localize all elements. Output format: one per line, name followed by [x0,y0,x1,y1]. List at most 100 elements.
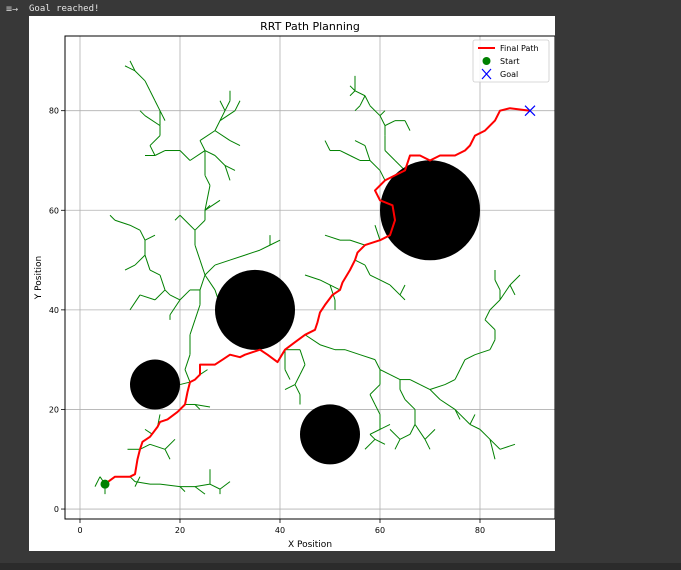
tree-edge [439,399,456,410]
tree-edge [404,120,411,131]
tree-edge [144,234,156,241]
tree-edge [224,165,231,181]
tree-edge [444,379,456,386]
tree-edge [189,319,196,335]
tree-edge [194,404,201,410]
tree-edge [169,294,181,301]
bottom-bar [0,563,681,570]
x-axis-label: X Position [288,540,332,550]
x-tick-label: 60 [375,526,385,535]
tree-edge [199,369,208,376]
tree-edge [204,185,211,211]
tree-edge [204,150,216,156]
tree-edge [149,145,156,156]
tree-edge [494,279,501,291]
tree-edge [184,354,191,370]
tree-edge [299,364,306,375]
tree-edge [509,284,516,296]
tree-edge [124,65,136,72]
tree-edge [144,80,151,91]
tree-edge [374,404,381,415]
tree-edge [194,483,211,488]
tree-edge [139,443,151,450]
tree-edge [124,264,136,271]
x-tick-label: 80 [475,526,485,535]
tree-edge [339,150,351,156]
figure-canvas: 0 20 40 60 80 0 20 40 60 80 RRT Path Planning X P… [29,16,556,551]
tree-edge [169,299,181,316]
tree-edge [219,110,236,122]
tree-edge [299,349,306,365]
tree-edge [329,284,341,291]
tree-edge [384,120,396,127]
tree-edge [214,130,231,141]
y-tick-label: 80 [49,107,59,116]
tree-edge [354,140,366,146]
tree-edge [369,433,376,440]
tree-edge [194,486,206,495]
legend-label: Goal [500,70,518,79]
tree-edge [269,239,281,246]
legend-x-icon [481,68,492,80]
legend-label: Final Path [500,44,539,53]
legend-label: Start [500,57,520,66]
tree-edge [354,90,366,97]
tree-edge [229,140,241,146]
tree-edge [194,244,201,261]
path-layer [104,107,531,485]
y-tick-label: 60 [49,206,59,215]
tree-edge [224,100,231,111]
tree-edge [134,476,141,487]
tree-edge [199,140,206,151]
tree-edge [499,443,516,450]
x-tick-label: 40 [275,526,285,535]
tree-edge [474,349,491,356]
tree-edge [349,90,356,97]
tree-edge [369,105,381,117]
tree-edge [454,409,461,420]
tree-edge [144,254,151,271]
tree-edge [319,344,336,351]
obstacle-circle [215,269,295,350]
tree-edge [409,379,421,386]
tree-edge [284,369,291,380]
tree-edge [294,374,301,385]
tree-edge [384,150,396,161]
tree-edge [179,381,191,386]
tree-edge [464,419,471,425]
obstacle-layer [130,160,480,465]
tree-edge [374,359,381,370]
tree-edge [364,438,376,450]
tree-edge [134,254,146,266]
tree-edge [174,214,181,221]
obstacle-circle [130,359,180,410]
tree-edge [404,399,416,410]
tree-edge [359,354,376,361]
tree-edge [129,224,141,231]
x-tick-label: 0 [77,526,82,535]
tree-edge [144,115,161,127]
tree-edge [419,384,431,390]
tree-edge [219,481,231,490]
tree-edge [214,155,226,166]
tree-edge [189,150,206,161]
tree-edge [369,274,381,281]
tree-edge [499,284,511,301]
tree-edge [204,199,221,211]
tree-edge [219,110,226,121]
tree-edge [204,274,216,291]
output-toggle-icon[interactable]: ≡→ [6,4,19,15]
tree-edge [349,85,356,92]
tree-edge [194,304,201,320]
obstacle-circle [300,404,360,465]
tree-edge [379,170,386,181]
chart-title: RRT Path Planning [260,20,360,33]
tree-edge [154,100,161,111]
tree-edge [364,145,371,161]
tree-edge [224,165,236,171]
tree-edge [149,269,161,276]
legend: Final Path Start Goal [472,39,550,83]
tree-edge [349,239,366,246]
tree-edge [214,120,221,131]
tree-edge [129,60,136,72]
